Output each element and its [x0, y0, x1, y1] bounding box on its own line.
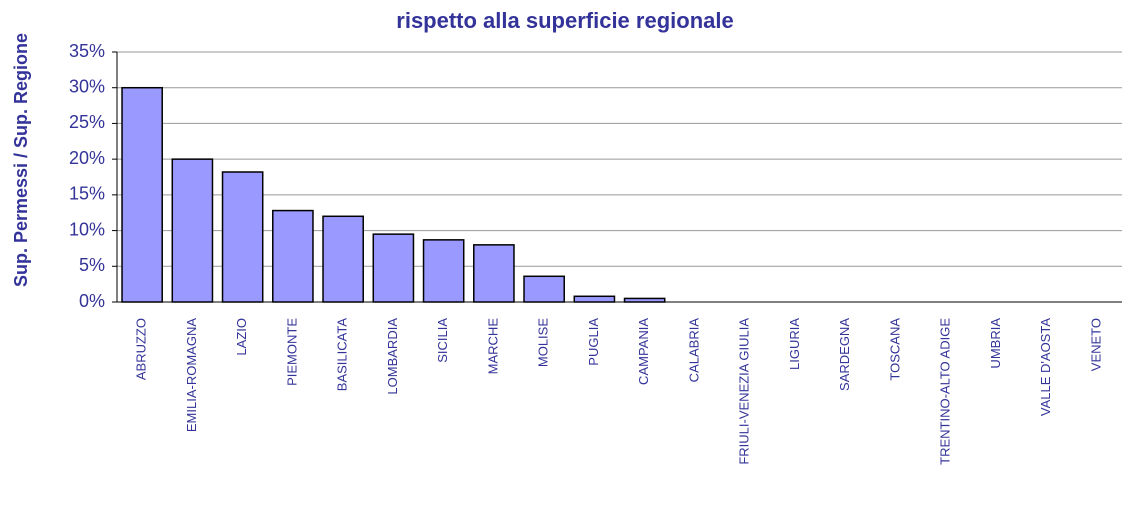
x-tick-label: LOMBARDIA — [385, 318, 400, 395]
x-tick-label: LAZIO — [234, 318, 249, 356]
x-tick-label: FRIULI-VENEZIA GIULIA — [737, 318, 752, 465]
x-tick-label: VALLE D'AOSTA — [1038, 318, 1053, 416]
y-tick-label: 25% — [69, 112, 105, 132]
bar — [272, 209, 314, 303]
x-tick-label: EMILIA-ROMAGNA — [184, 318, 199, 432]
x-tick-label: MARCHE — [485, 318, 500, 375]
bar — [322, 215, 364, 303]
x-tick-label: CAMPANIA — [636, 318, 651, 385]
bar — [171, 158, 214, 303]
bar — [221, 171, 264, 303]
y-tick-label: 15% — [69, 184, 105, 204]
x-tick-label: TOSCANA — [887, 318, 902, 381]
x-tick-label: UMBRIA — [988, 318, 1003, 369]
x-tick-label: TRENTINO-ALTO ADIGE — [938, 318, 953, 465]
x-tick-label: SARDEGNA — [837, 318, 852, 391]
x-tick-label: PUGLIA — [586, 318, 601, 366]
bar — [523, 275, 565, 303]
y-tick-label: 35% — [69, 41, 105, 61]
bar — [473, 244, 515, 303]
x-tick-label: LIGURIA — [787, 318, 802, 370]
x-tick-label: BASILICATA — [335, 318, 350, 392]
y-tick-label: 0% — [79, 291, 105, 311]
y-tick-label: 5% — [79, 255, 105, 275]
y-tick-label: 10% — [69, 219, 105, 239]
bar — [573, 295, 616, 303]
bar — [422, 239, 465, 303]
bar — [623, 297, 666, 303]
bar — [372, 233, 415, 303]
bar — [121, 86, 163, 303]
x-tick-label: CALABRIA — [686, 318, 701, 383]
x-tick-label: SICILIA — [435, 318, 450, 363]
x-tick-label: MOLISE — [536, 318, 551, 367]
y-tick-label: 30% — [69, 76, 105, 96]
y-axis-label: Sup. Permessi / Sup. Regione — [11, 33, 31, 287]
y-tick-label: 20% — [69, 148, 105, 168]
chart-title: rispetto alla superficie regionale — [396, 8, 733, 33]
x-tick-label: VENETO — [1088, 318, 1103, 371]
x-tick-label: ABRUZZO — [134, 318, 149, 380]
x-tick-label: PIEMONTE — [284, 318, 299, 386]
